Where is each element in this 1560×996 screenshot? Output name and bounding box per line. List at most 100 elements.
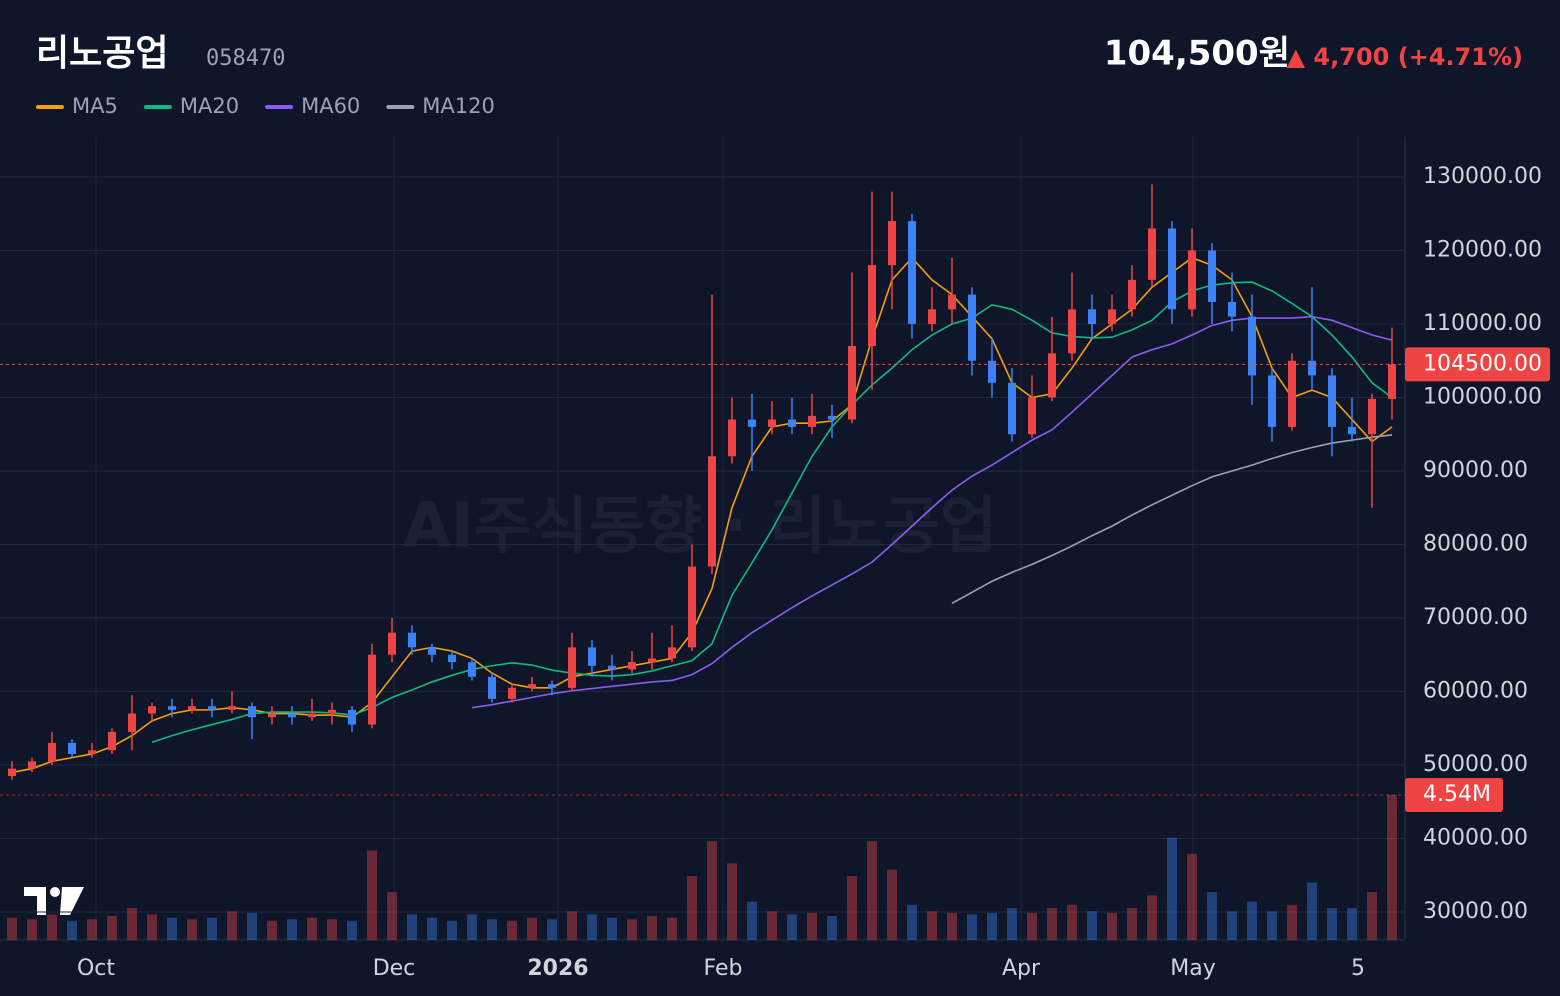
volume-bar [747,901,757,940]
candle-body [128,713,136,732]
volume-bar [1147,895,1157,940]
volume-bar [1287,904,1297,940]
volume-bar [247,912,257,940]
candle-body [848,346,856,420]
candle-body [1288,360,1296,427]
candle-body [1368,398,1376,435]
volume-bar [47,914,57,940]
legend-label: MA5 [72,94,118,118]
legend: MA5 MA20 MA60 MA120 [36,94,495,118]
candle-body [1208,250,1216,302]
volume-bar [967,914,977,940]
price-label-box [1405,347,1550,382]
candle-body [388,632,396,655]
candle-body [508,687,516,699]
volume-bar [1187,853,1197,940]
volume-bar [447,920,457,940]
candle-body [1388,364,1396,399]
volume-bar [707,840,717,940]
volume-bar [207,917,217,940]
volume-bar [127,908,137,940]
y-tick-label: 90000.00 [1423,458,1528,483]
candle-body [268,713,276,718]
ma-line [951,434,1393,604]
candle-body [1148,228,1156,280]
candle-body [988,360,996,383]
volume-bar [307,917,317,940]
volume-bar [547,919,557,940]
volume-bar [1167,837,1177,940]
candle-body [728,419,736,457]
candle-body [28,761,36,769]
volume-bar [1307,882,1317,940]
candle-body [148,706,156,714]
candle-body [948,294,956,310]
candle-body [248,706,256,718]
y-tick-label: 50000.00 [1423,752,1528,777]
volume-bar [467,914,477,940]
volume-bar [67,920,77,940]
stock-name: 리노공업 [36,33,168,74]
candle-body [68,742,76,754]
volume-bar [567,911,577,940]
candle-body [588,647,596,666]
candle-body [1048,353,1056,398]
legend-swatch [36,105,64,109]
volume-bar [487,919,497,940]
volume-bar [867,840,877,940]
volume-bar [227,911,237,940]
tv-logo [24,887,84,915]
price-change: ▲ 4,700 (+4.71%) [1287,43,1523,71]
volume-bar [287,919,297,940]
candle-body [368,654,376,725]
candle-body [688,566,696,648]
volume-bar [647,916,657,940]
legend-swatch [386,105,415,109]
candle-body [868,265,876,347]
y-tick-label: 110000.00 [1423,311,1542,336]
volume-bar [787,914,797,940]
x-tick-label: Oct [77,956,115,981]
x-tick-label: 2026 [527,956,588,981]
x-tick-label: Apr [1002,956,1041,981]
volume-bar [1227,911,1237,940]
y-tick-label: 80000.00 [1423,531,1528,556]
candle-body [708,456,716,567]
volume-bar [327,919,337,940]
candle-body [808,415,816,427]
volume-bar [1087,911,1097,940]
volume-bar [1367,892,1377,940]
candle-body [1128,279,1136,310]
candle-body [568,647,576,688]
volume-label: 4.54M [1423,782,1491,807]
volume-bar [1067,904,1077,940]
volume-bar [1047,908,1057,940]
candle-body [1068,309,1076,354]
candles [8,184,1396,780]
candle-body [1088,309,1096,324]
ma-lines [11,256,1393,774]
volume-bar [507,920,517,940]
candle-body [308,713,316,718]
candle-body [828,415,836,420]
volume-bar [587,914,597,940]
candle-body [1008,382,1016,435]
candle-body [488,676,496,699]
y-tick-label: 30000.00 [1423,899,1528,924]
candle-body [8,768,16,777]
legend-label: MA120 [422,94,495,118]
volume-bar [527,917,537,940]
volume-bar [367,850,377,940]
y-tick-label: 120000.00 [1423,237,1542,262]
volume-bar [987,912,997,940]
legend-label: MA60 [301,94,360,118]
volume-bar [7,917,17,940]
volume-bar [907,904,917,940]
volume-bar [27,919,37,940]
candle-body [1228,301,1236,317]
volume-bar [1347,908,1357,940]
ma-line [471,315,1393,709]
volume-bar [87,919,97,940]
